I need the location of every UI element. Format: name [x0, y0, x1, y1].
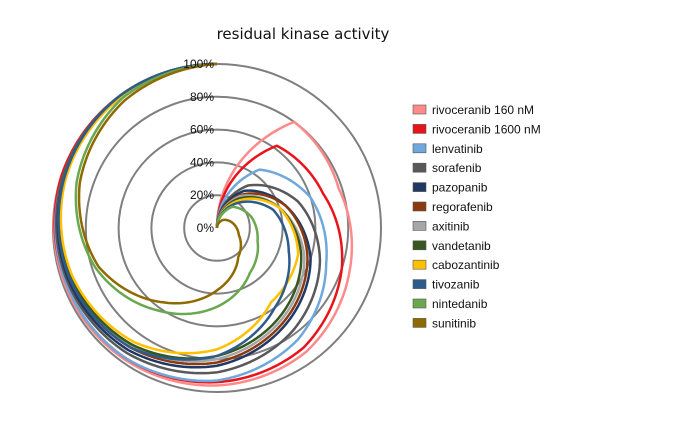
radial-tick-label: 80%: [190, 90, 214, 104]
legend-swatch: [412, 240, 427, 251]
legend-swatch: [412, 124, 427, 134]
legend-item: sorafenib: [412, 161, 482, 175]
legend-label: rivoceranib 1600 nM: [432, 122, 541, 136]
legend-swatch: [412, 182, 427, 192]
legend-label: nintedanib: [432, 297, 488, 311]
legend-item: regorafenib: [412, 200, 493, 214]
grid-ring-20: [183, 194, 251, 262]
legend-swatch: [412, 162, 427, 173]
legend-item: pazopanib: [412, 181, 488, 195]
legend-swatch: [412, 298, 427, 309]
radial-tick-label: 60%: [190, 123, 214, 137]
legend-swatch: [412, 318, 427, 328]
radial-tick-labels: 0% 20% 40% 60% 80% 100%: [183, 57, 214, 235]
legend-swatch: [412, 279, 427, 289]
chart-title: residual kinase activity: [217, 25, 390, 43]
legend-label: vandetanib: [432, 239, 491, 253]
legend-label: lenvatinib: [432, 142, 483, 156]
legend-label: tivozanib: [432, 278, 480, 292]
series-line-2: [54, 62, 328, 383]
grid-ring-40: [150, 161, 284, 295]
legend-swatch: [412, 259, 427, 270]
legend-swatch: [412, 201, 427, 212]
legend-item: nintedanib: [412, 297, 488, 311]
legend-item: rivoceranib 1600 nM: [412, 122, 541, 136]
legend-item: rivoceranib 160 nM: [412, 103, 534, 117]
legend-swatch: [412, 221, 427, 231]
series-line-8: [59, 62, 300, 355]
series-lines: [52, 62, 354, 387]
legend-item: cabozantinib: [412, 258, 500, 272]
legend-label: axitinib: [432, 219, 470, 233]
legend-item: tivozanib: [412, 278, 480, 292]
legend-swatch: [412, 104, 427, 115]
legend-label: pazopanib: [432, 181, 488, 195]
legend-label: rivoceranib 160 nM: [432, 103, 534, 117]
series-line-9: [57, 62, 291, 361]
legend-item: lenvatinib: [412, 142, 483, 156]
legend: rivoceranib 160 nM rivoceranib 1600 nM len…: [412, 103, 541, 330]
grid-ring-60: [117, 128, 317, 328]
radial-tick-label: 0%: [197, 221, 215, 235]
radial-tick-label: 20%: [190, 188, 214, 202]
series-line-10: [74, 62, 260, 316]
legend-item: sunitinib: [412, 316, 476, 330]
legend-swatch: [412, 143, 427, 154]
legend-item: vandetanib: [412, 239, 491, 253]
legend-label: cabozantinib: [432, 258, 500, 272]
legend-label: sunitinib: [432, 316, 476, 330]
legend-item: axitinib: [412, 219, 470, 233]
radial-tick-label: 40%: [190, 155, 214, 169]
radial-tick-label: 100%: [183, 57, 214, 71]
legend-label: regorafenib: [432, 200, 493, 214]
series-line-11: [77, 62, 243, 305]
legend-label: sorafenib: [432, 161, 482, 175]
